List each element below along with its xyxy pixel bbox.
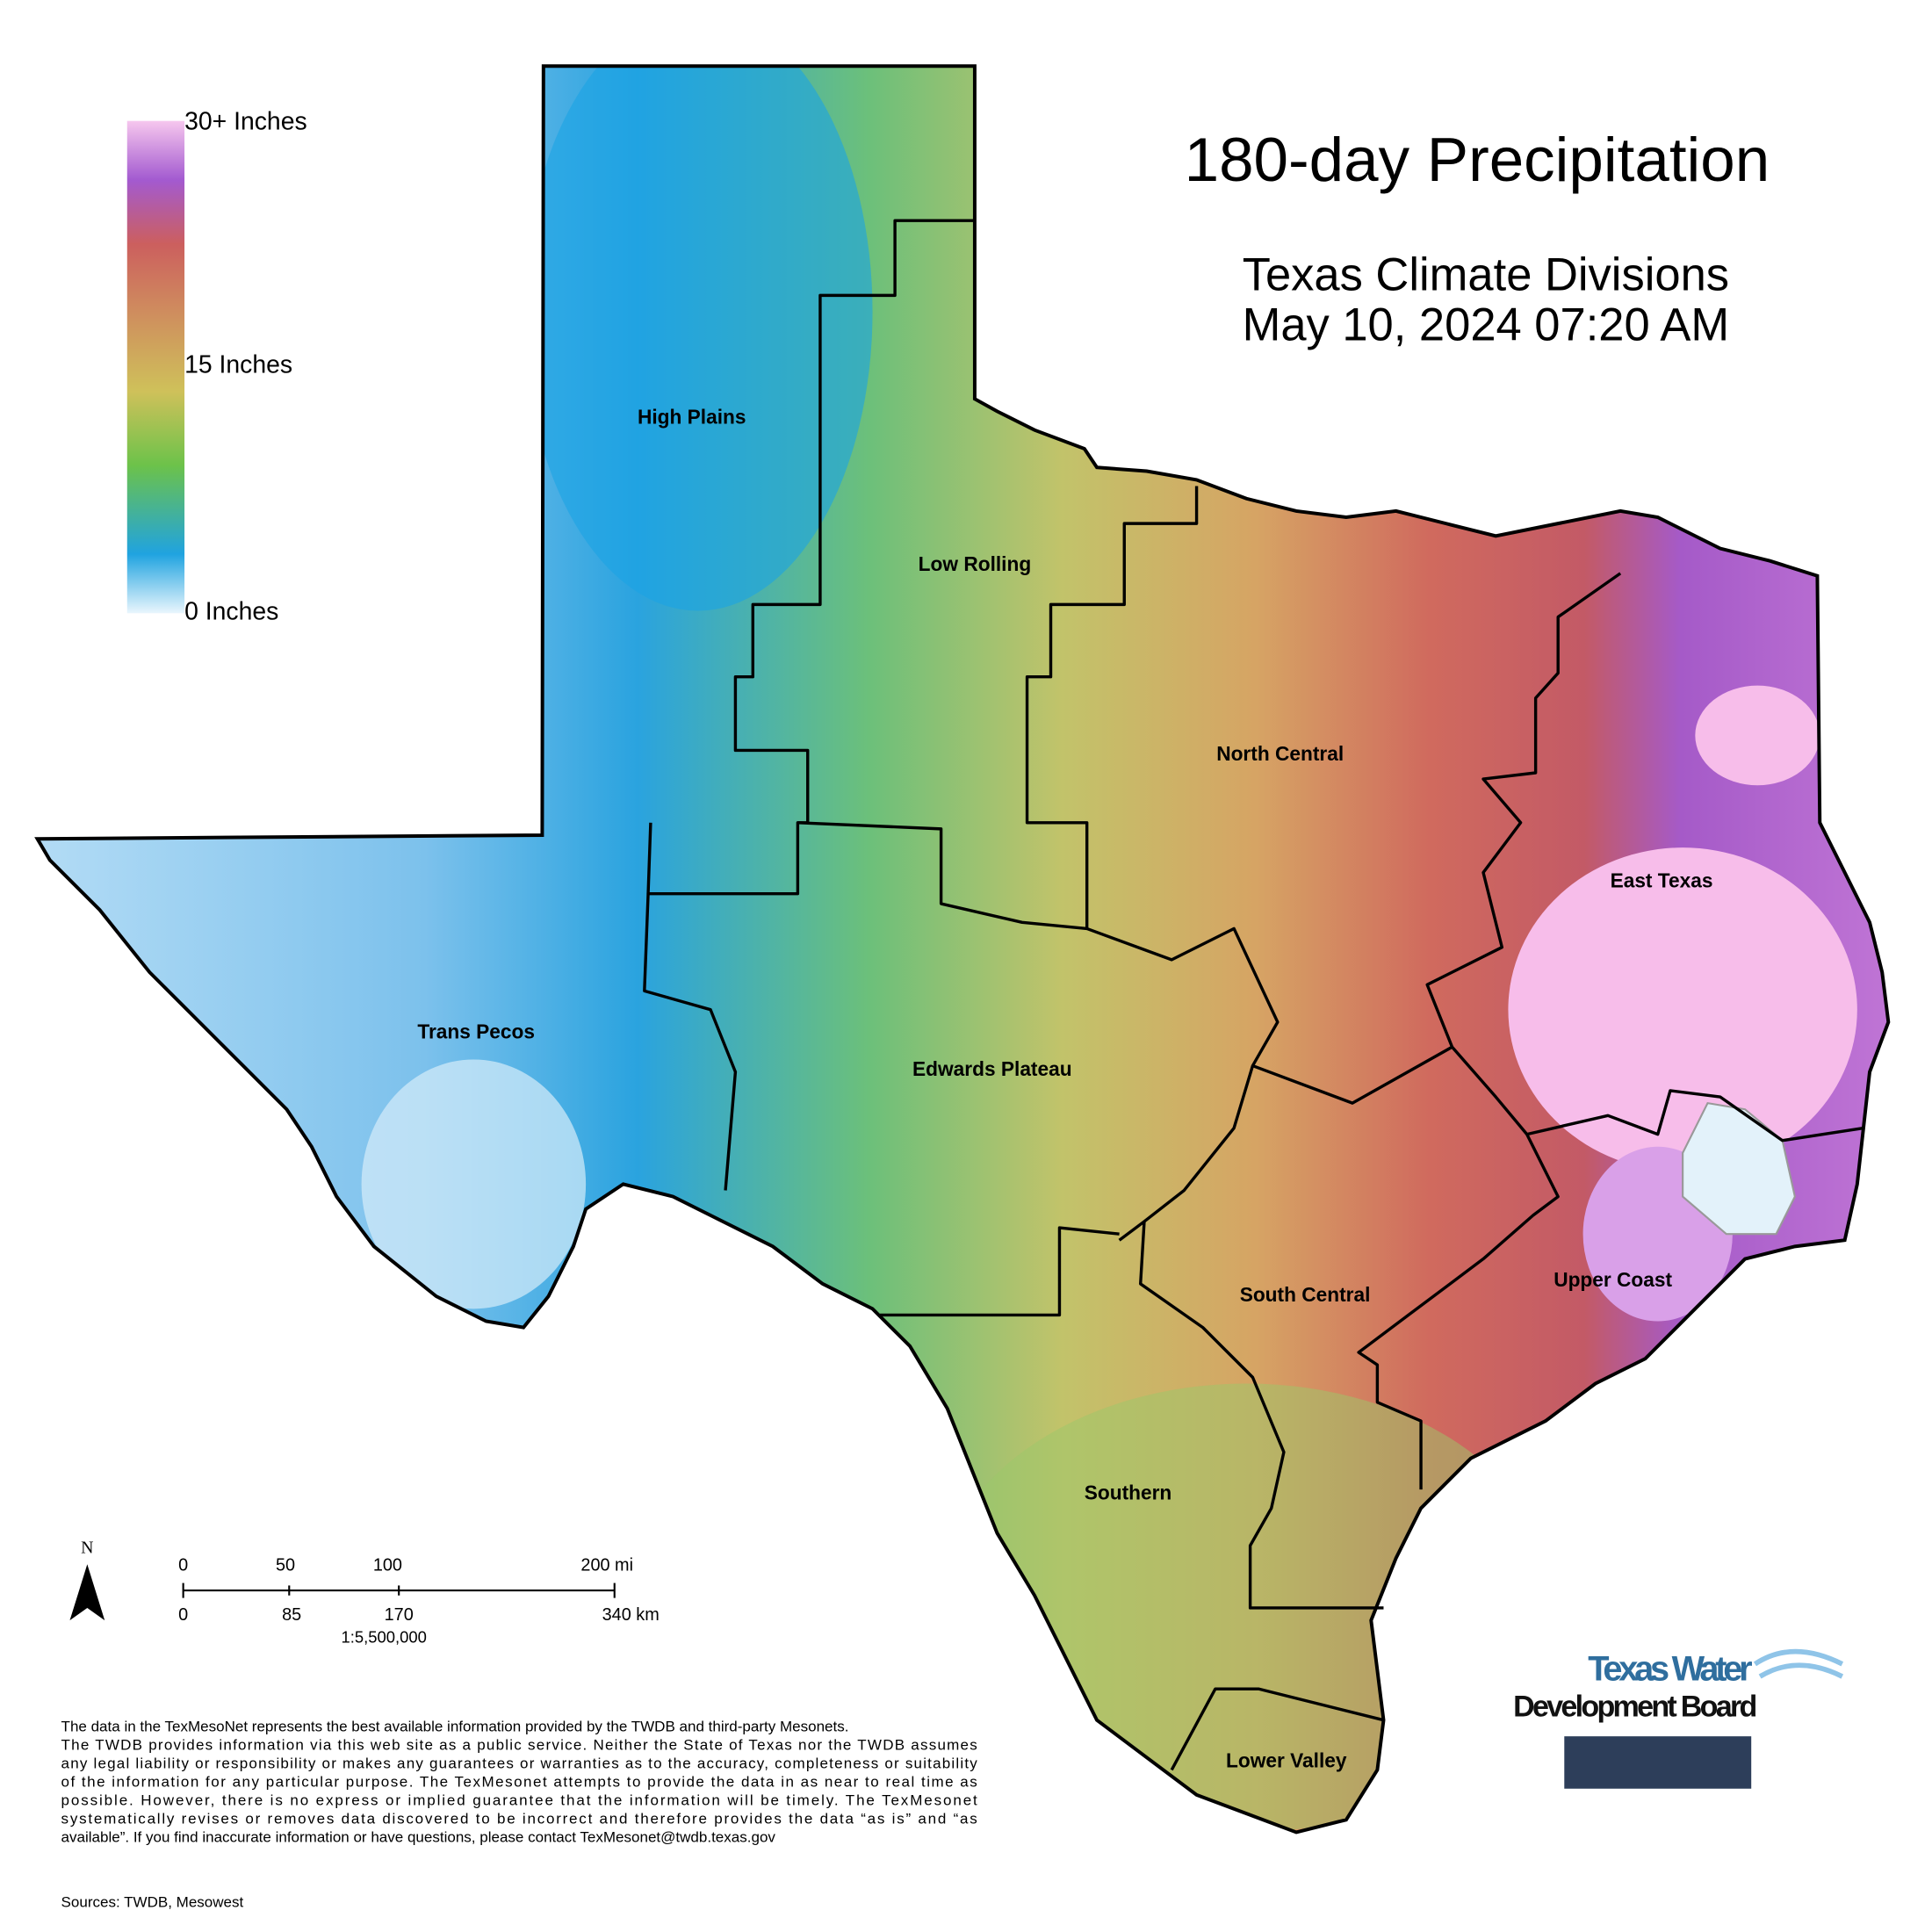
disclaimer-line: any legal liability or responsibility or…: [61, 1755, 978, 1771]
region-label: Trans Pecos: [417, 1020, 535, 1042]
scale-km: 85: [282, 1605, 301, 1625]
disclaimer-line: available”. If you find inaccurate infor…: [61, 1829, 776, 1846]
region-label: South Central: [1240, 1283, 1371, 1306]
region-label: Edwards Plateau: [912, 1057, 1072, 1080]
region-label: Lower Valley: [1226, 1749, 1347, 1772]
region-label: Southern: [1085, 1481, 1172, 1503]
logo-line1: Texas Water: [1588, 1649, 1752, 1688]
subtitle: Texas Climate Divisions: [1243, 249, 1729, 301]
region-label: Upper Coast: [1554, 1268, 1672, 1291]
disclaimer-line: possible. However, there is no express o…: [61, 1792, 977, 1809]
scale-mi: 100: [373, 1555, 402, 1575]
north-label: N: [81, 1539, 93, 1558]
logo-badge: [1564, 1736, 1752, 1789]
disclaimer-line: systematically revises or removes data d…: [61, 1811, 977, 1827]
region-label: East Texas: [1611, 869, 1713, 892]
logo-wave: [1753, 1648, 1844, 1679]
division-boundaries: [643, 219, 1864, 1771]
logo-line2: Development Board: [1513, 1690, 1757, 1723]
title: 180-day Precipitation: [1185, 126, 1770, 195]
disclaimer-line: The TWDB provides information via this w…: [61, 1736, 977, 1753]
scale-km: 0: [178, 1605, 188, 1625]
scale-bar: [182, 1582, 616, 1598]
subtitle: May 10, 2024 07:20 AM: [1243, 299, 1730, 350]
scale-mi: 0: [178, 1555, 188, 1575]
legend-label: 0 Inches: [184, 597, 278, 625]
region-label: Low Rolling: [919, 552, 1032, 575]
scale-mi: 200 mi: [580, 1555, 633, 1575]
region-label: North Central: [1216, 742, 1344, 765]
region-label: High Plains: [638, 406, 746, 429]
legend-colorbar: [126, 120, 185, 614]
disclaimer-line: The data in the TexMesoNet represents th…: [61, 1718, 849, 1734]
scale-km: 340 km: [602, 1605, 660, 1625]
north-arrow: [69, 1564, 105, 1621]
disclaimer-line: of the information for any particular pu…: [61, 1774, 977, 1791]
scale-mi: 50: [276, 1555, 295, 1575]
scale-ratio: 1:5,500,000: [341, 1628, 426, 1647]
scale-km: 170: [385, 1605, 414, 1625]
sources: Sources: TWDB, Mesowest: [61, 1894, 244, 1911]
legend-label: 30+ Inches: [184, 108, 307, 136]
legend-label: 15 Inches: [184, 350, 292, 378]
